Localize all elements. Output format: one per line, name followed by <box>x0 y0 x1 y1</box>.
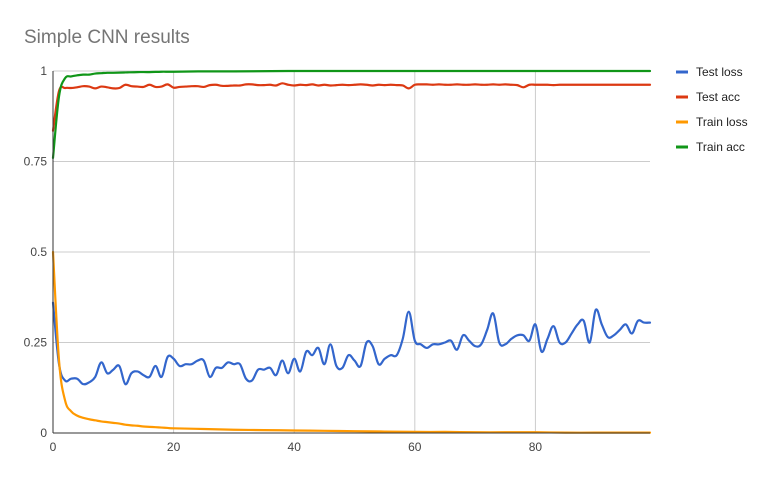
x-tick-label: 0 <box>50 440 57 454</box>
y-tick-label: 0.5 <box>30 245 47 259</box>
legend-label: Test loss <box>696 65 743 79</box>
legend-label: Train loss <box>696 115 748 129</box>
y-tick-label: 0 <box>40 426 47 440</box>
series-line-test-loss <box>51 301 652 386</box>
legend-item-test-loss[interactable]: Test loss <box>676 65 743 79</box>
grid-layer <box>53 70 650 433</box>
series-line-test-acc <box>51 82 652 132</box>
legend-item-test-acc[interactable]: Test acc <box>676 90 740 104</box>
series-layer <box>51 69 652 434</box>
x-tick-label: 60 <box>408 440 422 454</box>
axis-layer <box>52 71 650 434</box>
y-tick-label: 1 <box>40 64 47 78</box>
legend-item-train-acc[interactable]: Train acc <box>676 140 745 154</box>
x-tick-label: 20 <box>167 440 181 454</box>
legend-item-train-loss[interactable]: Train loss <box>676 115 748 129</box>
series-line-train-acc <box>51 69 652 159</box>
legend-label: Train acc <box>696 140 745 154</box>
y-tick-label: 0.75 <box>24 155 48 169</box>
series-line-train-loss <box>51 250 652 434</box>
x-tick-label: 40 <box>288 440 302 454</box>
tick-labels: 0 0.25 0.5 0.75 1 0 20 40 60 80 <box>24 64 543 454</box>
x-tick-label: 80 <box>529 440 543 454</box>
legend-label: Test acc <box>696 90 740 104</box>
legend[interactable]: Test loss Test acc Train loss Train acc <box>676 65 748 154</box>
y-tick-label: 0.25 <box>24 336 48 350</box>
chart-title: Simple CNN results <box>24 27 190 48</box>
